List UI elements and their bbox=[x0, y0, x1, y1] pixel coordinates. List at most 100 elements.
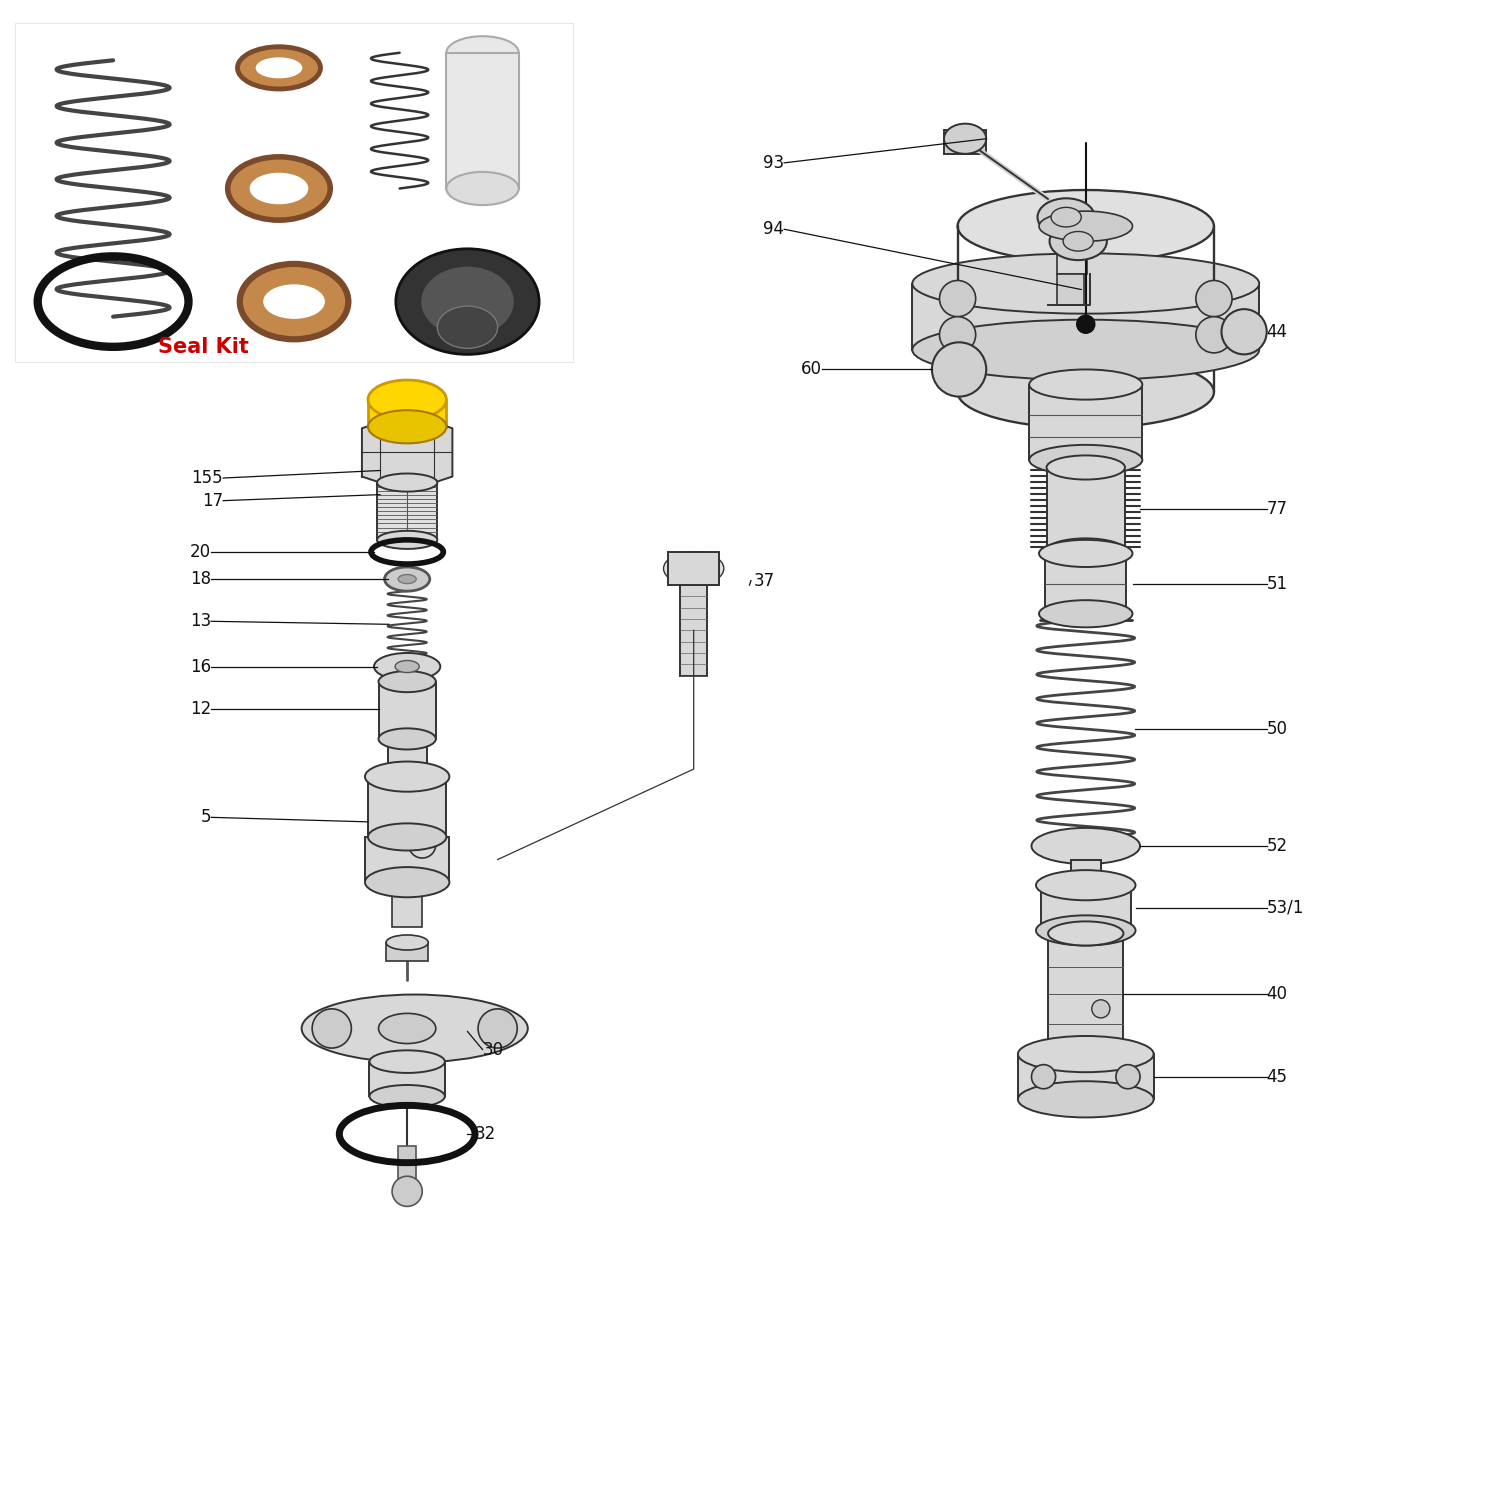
Ellipse shape bbox=[1028, 445, 1143, 475]
Bar bbox=[1041, 885, 1131, 930]
Text: 16: 16 bbox=[190, 657, 211, 676]
Ellipse shape bbox=[368, 410, 446, 443]
Bar bbox=[368, 777, 446, 837]
Bar bbox=[1057, 229, 1087, 274]
Bar bbox=[368, 400, 446, 427]
Ellipse shape bbox=[1063, 232, 1093, 250]
Ellipse shape bbox=[1051, 208, 1081, 226]
Circle shape bbox=[1221, 309, 1267, 354]
Circle shape bbox=[1092, 1000, 1110, 1018]
Text: 50: 50 bbox=[1267, 721, 1288, 737]
Ellipse shape bbox=[365, 867, 449, 897]
Bar bbox=[680, 585, 707, 676]
Circle shape bbox=[1077, 315, 1095, 333]
Ellipse shape bbox=[1039, 540, 1133, 567]
Bar bbox=[446, 53, 519, 188]
Text: 20: 20 bbox=[190, 543, 211, 561]
Circle shape bbox=[932, 342, 986, 397]
Ellipse shape bbox=[1047, 538, 1125, 562]
Bar bbox=[1048, 933, 1123, 1054]
Circle shape bbox=[312, 1009, 351, 1048]
Bar bbox=[912, 284, 1259, 350]
Ellipse shape bbox=[302, 995, 528, 1062]
Ellipse shape bbox=[1047, 455, 1125, 480]
Bar bbox=[1071, 860, 1101, 882]
Ellipse shape bbox=[664, 552, 724, 585]
Ellipse shape bbox=[365, 762, 449, 792]
Ellipse shape bbox=[379, 1013, 436, 1044]
Ellipse shape bbox=[388, 763, 427, 781]
Ellipse shape bbox=[264, 285, 324, 318]
Circle shape bbox=[1031, 1065, 1056, 1089]
Ellipse shape bbox=[1039, 600, 1133, 627]
Ellipse shape bbox=[1031, 828, 1140, 864]
Bar bbox=[1045, 553, 1126, 614]
Text: 93: 93 bbox=[763, 154, 784, 172]
Ellipse shape bbox=[1048, 921, 1123, 946]
Ellipse shape bbox=[1028, 369, 1143, 400]
Ellipse shape bbox=[1036, 915, 1136, 946]
Bar bbox=[365, 837, 449, 882]
Ellipse shape bbox=[912, 320, 1259, 380]
Ellipse shape bbox=[379, 728, 436, 749]
Ellipse shape bbox=[256, 59, 302, 78]
Ellipse shape bbox=[368, 823, 446, 851]
Circle shape bbox=[939, 280, 976, 317]
Ellipse shape bbox=[912, 253, 1259, 314]
Circle shape bbox=[1196, 280, 1232, 317]
Text: 44: 44 bbox=[1267, 323, 1288, 341]
Text: 32: 32 bbox=[475, 1125, 496, 1143]
Bar bbox=[398, 1146, 416, 1191]
Ellipse shape bbox=[422, 268, 513, 336]
Bar bbox=[392, 882, 422, 927]
Ellipse shape bbox=[379, 671, 436, 692]
Text: 60: 60 bbox=[801, 360, 822, 379]
Ellipse shape bbox=[944, 124, 986, 154]
Text: 155: 155 bbox=[192, 469, 223, 487]
Ellipse shape bbox=[1036, 870, 1136, 900]
Ellipse shape bbox=[398, 575, 416, 584]
Circle shape bbox=[392, 1176, 422, 1206]
Ellipse shape bbox=[377, 531, 437, 549]
Ellipse shape bbox=[1048, 1042, 1123, 1066]
Bar bbox=[1028, 385, 1143, 460]
Text: 51: 51 bbox=[1267, 575, 1288, 593]
Ellipse shape bbox=[369, 1086, 445, 1107]
Ellipse shape bbox=[958, 356, 1214, 428]
Text: Seal Kit: Seal Kit bbox=[158, 336, 249, 357]
Ellipse shape bbox=[228, 157, 330, 220]
Ellipse shape bbox=[377, 474, 437, 492]
Text: 77: 77 bbox=[1267, 501, 1288, 517]
Ellipse shape bbox=[1050, 223, 1107, 259]
Text: 40: 40 bbox=[1267, 985, 1288, 1003]
Bar bbox=[15, 23, 573, 362]
Ellipse shape bbox=[1039, 211, 1133, 241]
Bar bbox=[1057, 274, 1084, 305]
Ellipse shape bbox=[374, 653, 440, 680]
Circle shape bbox=[478, 1009, 517, 1048]
Text: 18: 18 bbox=[190, 570, 211, 588]
Ellipse shape bbox=[385, 567, 430, 591]
Ellipse shape bbox=[1018, 1036, 1154, 1072]
Circle shape bbox=[1196, 317, 1232, 353]
Text: 12: 12 bbox=[190, 700, 211, 718]
Bar bbox=[388, 739, 427, 772]
Bar bbox=[1047, 467, 1125, 550]
Circle shape bbox=[939, 317, 976, 353]
Ellipse shape bbox=[237, 47, 321, 89]
Text: 53/1: 53/1 bbox=[1267, 899, 1304, 917]
Text: 5: 5 bbox=[201, 808, 211, 826]
Text: 37: 37 bbox=[754, 572, 775, 590]
Ellipse shape bbox=[437, 306, 498, 348]
Bar bbox=[668, 552, 719, 585]
Bar bbox=[377, 483, 437, 540]
Text: 30: 30 bbox=[483, 1041, 504, 1059]
Ellipse shape bbox=[395, 661, 419, 673]
Ellipse shape bbox=[240, 264, 348, 339]
Bar bbox=[379, 682, 436, 739]
Polygon shape bbox=[362, 422, 452, 483]
Ellipse shape bbox=[446, 172, 519, 205]
Bar bbox=[386, 942, 428, 961]
Text: 17: 17 bbox=[202, 492, 223, 510]
Ellipse shape bbox=[386, 935, 428, 950]
